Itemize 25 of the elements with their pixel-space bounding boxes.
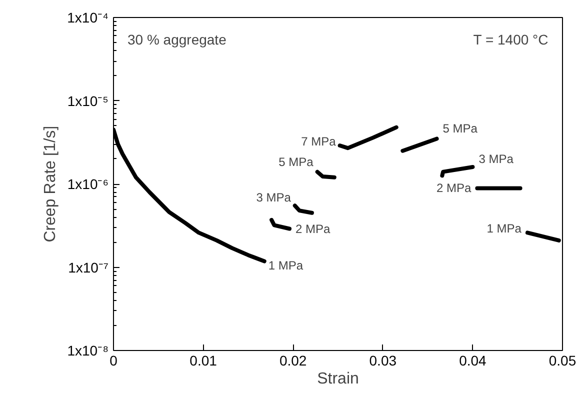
y-tick-label: 1x10⁻⁵ [67, 92, 109, 109]
x-tick-label: 0.04 [459, 352, 487, 368]
y-axis-title: Creep Rate [1/s] [42, 126, 60, 242]
x-tick-label: 0 [110, 352, 118, 368]
annotation: T = 1400 °C [473, 32, 548, 48]
series-label: 1 MPa [268, 258, 304, 272]
y-tick-label: 1x10⁻⁷ [68, 259, 109, 276]
y-tick-label: 1x10⁻⁴ [67, 10, 108, 26]
series-label: 5 MPa [278, 154, 314, 169]
series-label: 7 MPa [301, 134, 336, 149]
y-tick-label: 1x10⁻⁶ [67, 176, 109, 192]
series-label: 3 MPa [256, 190, 292, 205]
x-tick-label: 0.01 [190, 352, 218, 368]
x-tick-label: 0.05 [548, 352, 576, 368]
series-label: 2 MPa [296, 222, 331, 236]
annotation: 30 % aggregate [128, 32, 227, 48]
x-tick-label: 0.03 [369, 352, 397, 368]
x-axis-title: Strain [317, 370, 359, 388]
series-label: 3 MPa [478, 152, 514, 166]
series-label: 2 MPa [436, 181, 472, 196]
x-tick-label: 0.02 [279, 352, 307, 368]
series-label: 5 MPa [442, 122, 478, 136]
y-tick-label: 1x10⁻⁸ [67, 342, 109, 358]
series-label: 1 MPa [486, 222, 522, 236]
line-series [338, 125, 398, 150]
